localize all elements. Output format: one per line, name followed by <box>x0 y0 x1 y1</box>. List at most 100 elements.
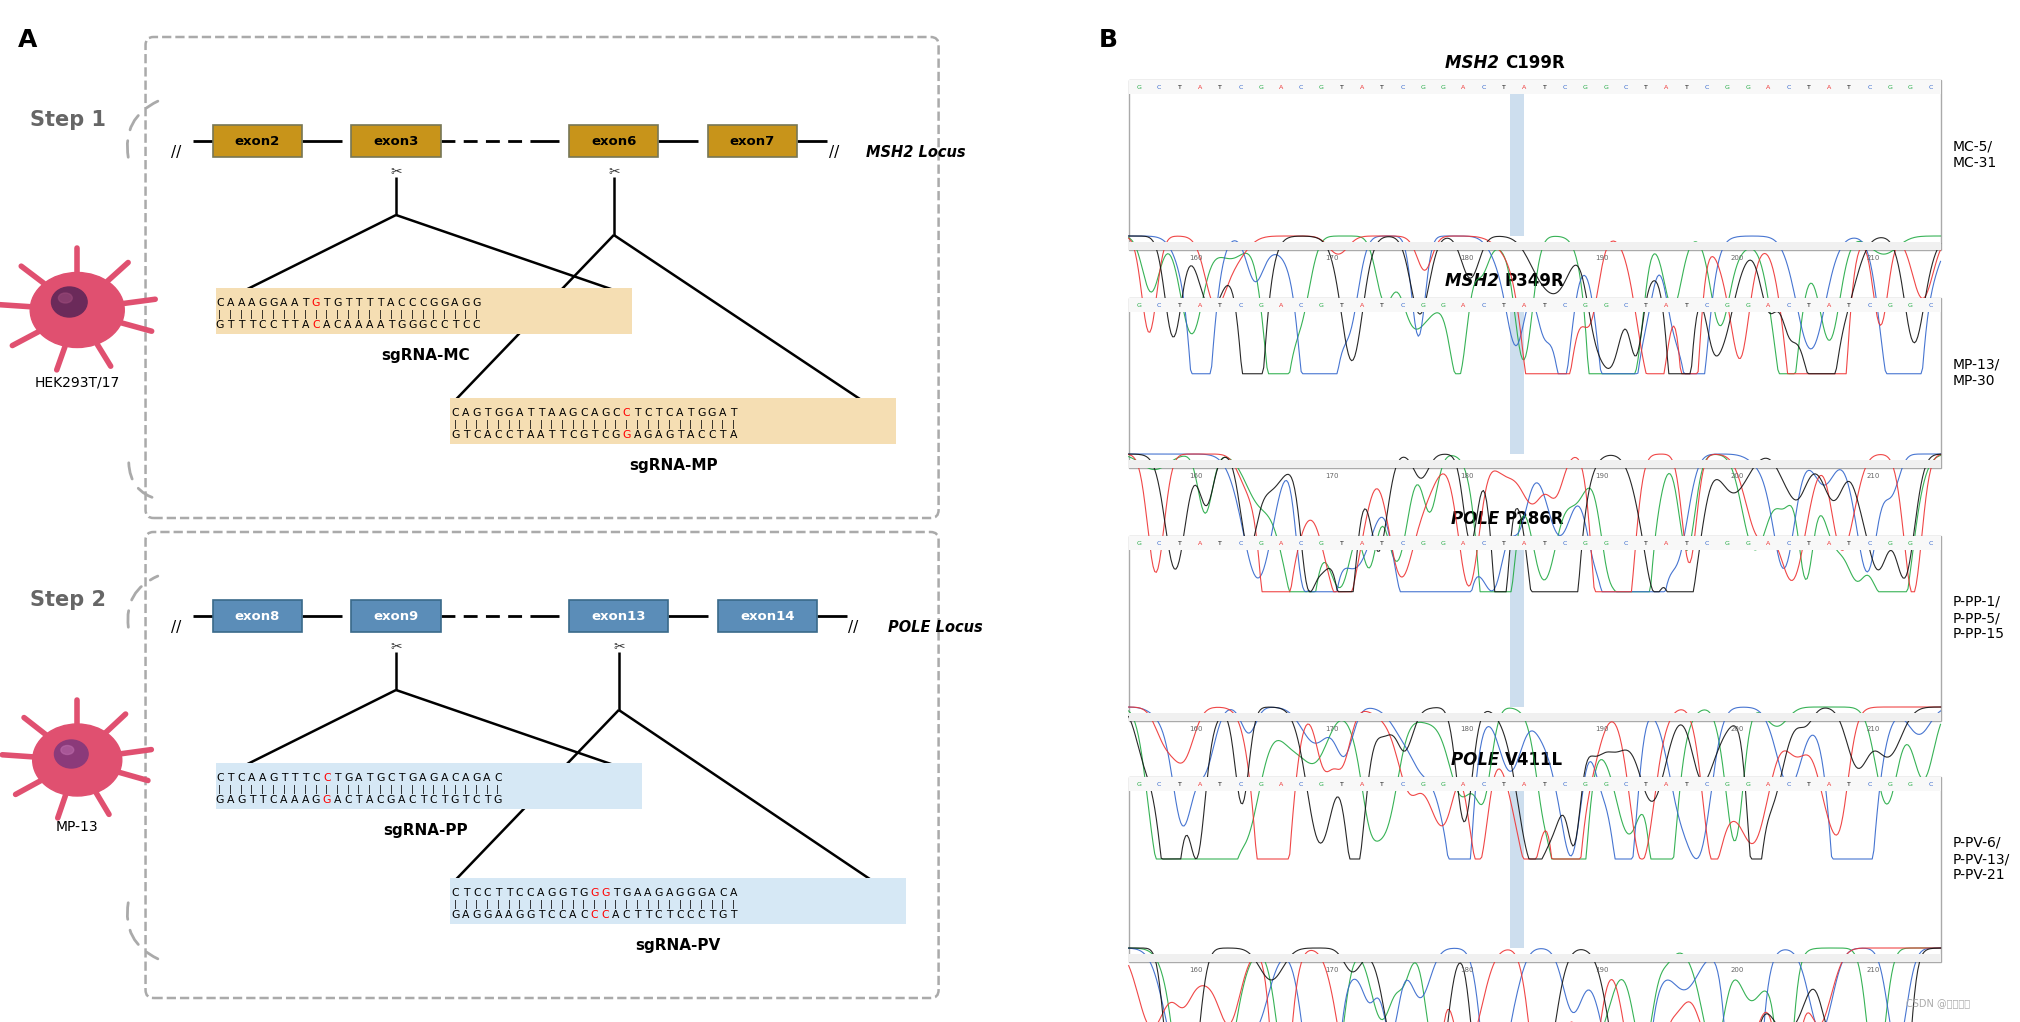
Text: G: G <box>622 888 630 898</box>
Text: |: | <box>422 785 424 794</box>
Text: A: A <box>226 298 234 308</box>
Text: G: G <box>600 888 610 898</box>
Text: |: | <box>487 420 489 429</box>
Text: T: T <box>366 773 374 783</box>
Text: A: A <box>1198 782 1202 787</box>
Bar <box>1509 94 1523 236</box>
Text: C: C <box>505 430 513 440</box>
Text: 190: 190 <box>1596 473 1610 479</box>
Text: G: G <box>1137 782 1141 787</box>
Text: T: T <box>1339 782 1343 787</box>
Text: |: | <box>250 785 252 794</box>
Text: |: | <box>624 420 628 429</box>
Text: MSH2 Locus: MSH2 Locus <box>867 145 966 160</box>
Text: T: T <box>1380 85 1384 90</box>
Text: C: C <box>1563 303 1568 308</box>
Text: |: | <box>636 900 638 909</box>
Text: T: T <box>547 430 556 440</box>
Text: T: T <box>634 408 640 418</box>
Text: A: A <box>398 795 406 805</box>
Text: T: T <box>463 888 469 898</box>
Text: C: C <box>343 795 351 805</box>
Text: 200: 200 <box>1731 726 1743 732</box>
Text: G: G <box>1258 303 1262 308</box>
Text: A: A <box>709 888 715 898</box>
Text: T: T <box>1685 782 1689 787</box>
Text: C: C <box>622 408 630 418</box>
FancyArrowPatch shape <box>129 463 158 500</box>
Text: A: A <box>420 773 426 783</box>
Text: G: G <box>654 888 663 898</box>
Text: T: T <box>1644 303 1648 308</box>
Text: G: G <box>677 888 685 898</box>
Text: G: G <box>1584 782 1588 787</box>
Text: T: T <box>1218 541 1222 546</box>
Text: |: | <box>572 900 574 909</box>
Text: |: | <box>604 900 606 909</box>
Text: 160: 160 <box>1190 967 1204 973</box>
Text: T: T <box>517 430 523 440</box>
Text: sgRNA-PP: sgRNA-PP <box>384 823 469 838</box>
Text: |: | <box>358 785 360 794</box>
Text: A: A <box>281 795 287 805</box>
Text: T: T <box>1218 303 1222 308</box>
Text: C: C <box>590 910 598 920</box>
Text: T: T <box>687 408 695 418</box>
Text: G: G <box>461 298 471 308</box>
Text: T: T <box>537 910 543 920</box>
Text: |: | <box>400 785 404 794</box>
Text: T: T <box>729 408 737 418</box>
Text: C: C <box>580 408 588 418</box>
Text: T: T <box>1685 85 1689 90</box>
Ellipse shape <box>32 724 121 796</box>
Text: C: C <box>1238 85 1242 90</box>
Text: C: C <box>1483 541 1487 546</box>
Text: C: C <box>495 773 501 783</box>
Text: T: T <box>1846 303 1850 308</box>
Text: A: A <box>463 773 469 783</box>
Text: A: A <box>1664 782 1669 787</box>
Text: |: | <box>454 420 457 429</box>
Text: A: A <box>1279 782 1283 787</box>
Text: A: A <box>450 298 459 308</box>
Text: C: C <box>719 888 727 898</box>
Text: 170: 170 <box>1325 967 1339 973</box>
Text: C: C <box>333 320 341 330</box>
Text: A: A <box>1460 303 1467 308</box>
Text: G: G <box>269 773 277 783</box>
Text: |: | <box>432 310 434 319</box>
Text: T: T <box>366 298 374 308</box>
Text: G: G <box>236 795 244 805</box>
Text: A: A <box>1826 782 1830 787</box>
Text: T: T <box>226 773 234 783</box>
Bar <box>1129 536 1941 721</box>
Text: sgRNA-MP: sgRNA-MP <box>628 458 717 473</box>
Text: T: T <box>248 795 255 805</box>
Text: C: C <box>697 430 705 440</box>
Text: A: A <box>1826 541 1830 546</box>
Text: G: G <box>1745 303 1749 308</box>
Text: 180: 180 <box>1460 967 1475 973</box>
Text: Step 2: Step 2 <box>30 590 105 610</box>
Text: ✂: ✂ <box>608 165 620 179</box>
Text: G: G <box>1319 782 1323 787</box>
Text: |: | <box>283 310 285 319</box>
Text: G: G <box>450 910 461 920</box>
Text: T: T <box>560 430 566 440</box>
Text: A: A <box>291 795 299 805</box>
Text: C: C <box>452 408 459 418</box>
Text: G: G <box>376 773 384 783</box>
Text: 210: 210 <box>1866 726 1879 732</box>
Text: |: | <box>432 785 434 794</box>
Bar <box>1129 777 1941 962</box>
Bar <box>707 125 798 157</box>
Text: C: C <box>1238 303 1242 308</box>
Text: G: G <box>1137 541 1141 546</box>
Text: G: G <box>622 430 630 440</box>
Text: |: | <box>507 900 511 909</box>
Text: C: C <box>1157 782 1161 787</box>
Text: C: C <box>1238 541 1242 546</box>
Text: A: A <box>1523 303 1527 308</box>
Text: G: G <box>687 888 695 898</box>
Text: |: | <box>497 900 499 909</box>
